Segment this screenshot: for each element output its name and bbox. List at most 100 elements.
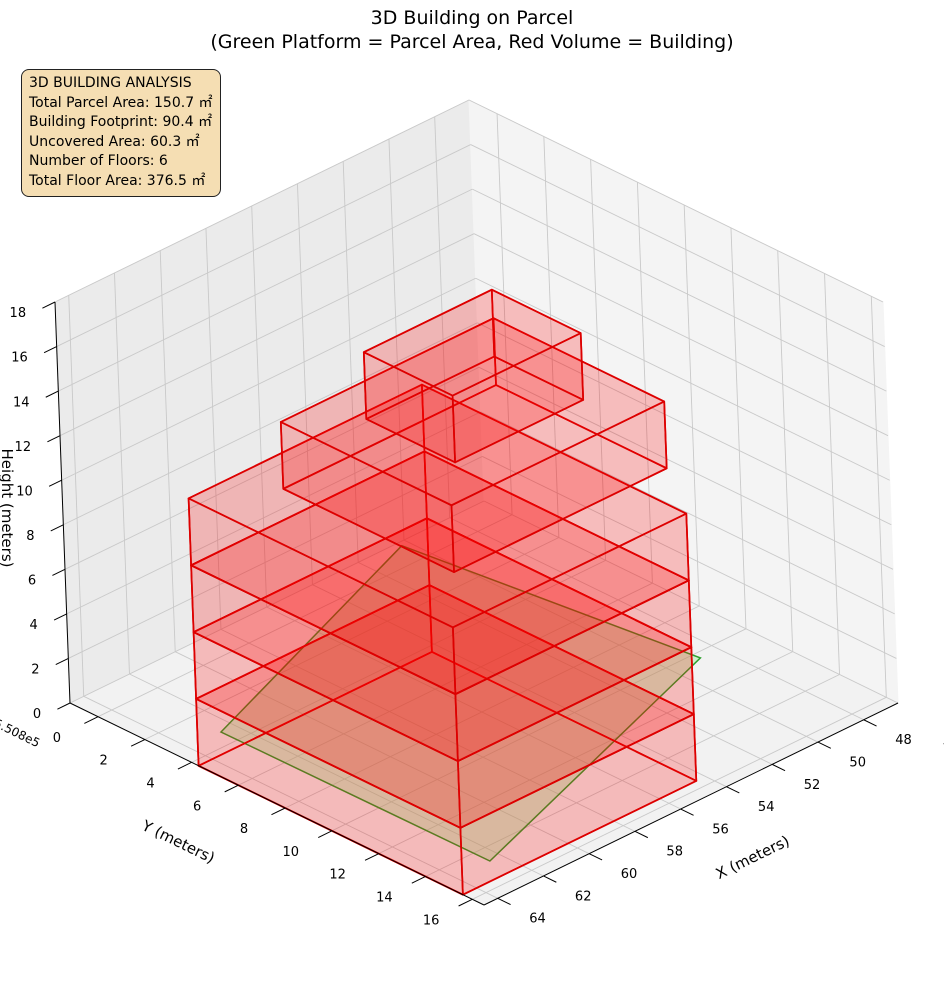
grid-line-x-floor [83, 695, 498, 899]
y-tick-mark [364, 853, 379, 861]
x-tick-mark [771, 763, 786, 772]
y-tick-label: 16 [423, 913, 440, 928]
y-tick-mark [458, 898, 473, 907]
grid-line-x-floor [220, 628, 636, 832]
chart-title-line-1: 3D Building on Parcel [370, 7, 574, 29]
parcel-polygon [219, 544, 702, 862]
y-tick-label: 10 [283, 845, 300, 860]
y-tick-label: 2 [100, 754, 108, 769]
grid-line-z-left [68, 456, 483, 659]
grid-line-x-wall [434, 116, 451, 518]
grid-line-z-left [56, 144, 471, 347]
grid-line-z-right [480, 411, 895, 615]
y-tick-mark [84, 716, 99, 724]
infobox-line-1: 3D BUILDING ANALYSIS [29, 75, 192, 91]
grid-line-y-floor [284, 605, 700, 809]
y-tick-mark [224, 784, 239, 793]
z-axis-line [54, 301, 71, 704]
building-floor-4 [187, 383, 690, 696]
z-tick-label: 10 [16, 484, 33, 499]
grid-line-y-wall [777, 250, 794, 652]
building-floor-2 [192, 517, 695, 829]
grid-line-x-floor [266, 606, 681, 810]
floor-face [362, 288, 582, 397]
x-tick-mark [588, 853, 603, 861]
grid-line-y-floor [425, 674, 840, 877]
grid-line-y-floor [191, 559, 606, 763]
y-axis-title: Y (meters) [138, 816, 217, 867]
grid-line-y-floor [472, 696, 887, 900]
building-floor-5 [279, 317, 668, 573]
grid-line-x-floor [175, 651, 590, 855]
grid-line-y-wall [590, 159, 607, 561]
z-tick-mark [52, 568, 66, 576]
grid-line-x-wall [251, 206, 268, 608]
chart-title: 3D Building on Parcel (Green Platform = … [0, 6, 944, 54]
x-tick-mark [497, 897, 511, 906]
x-offset-label: +1.914e5 [939, 712, 944, 751]
z-tick-mark [55, 657, 69, 666]
z-tick-mark [50, 524, 64, 532]
z-tick-mark [57, 702, 71, 710]
grid-line-y-wall [636, 182, 653, 584]
grid-line-y-floor [378, 651, 793, 855]
x-tick-label: 62 [575, 889, 592, 904]
grid-line-x-wall [159, 250, 176, 652]
y-tick-mark [177, 761, 192, 770]
building-floor-3 [190, 450, 693, 762]
grid-line-z-left [69, 500, 485, 704]
x-tick-label: 60 [621, 867, 638, 882]
grid-line-y-wall [824, 273, 840, 675]
z-tick-label: 18 [10, 306, 27, 321]
grid-line-z-left [64, 366, 480, 570]
grid-line-x-wall [205, 228, 222, 630]
z-tick-label: 8 [26, 529, 34, 544]
y-axis-line [69, 702, 485, 906]
x-tick-mark [863, 719, 877, 727]
grid-line-x-floor [129, 673, 544, 877]
grid-line-y-floor [238, 582, 653, 786]
building-layer [187, 288, 698, 896]
grid-line-z-right [477, 322, 892, 526]
z-tick-label: 2 [31, 663, 39, 678]
parcel-layer [219, 544, 702, 862]
grid-line-y-wall [496, 113, 513, 515]
grid-line-y-floor [331, 628, 747, 832]
grid-line-z-left [61, 277, 476, 481]
grid-line-z-right [482, 456, 897, 659]
grid-line-x-wall [68, 295, 85, 697]
y-tick-label: 14 [376, 891, 393, 906]
grid-line-z-right [468, 99, 884, 303]
grid-line-z-left [59, 233, 475, 437]
analysis-infobox: 3D BUILDING ANALYSIS Total Parcel Area: … [21, 69, 221, 197]
z-tick-mark [48, 479, 62, 487]
z-tick-label: 14 [13, 395, 30, 410]
floor-face [279, 317, 666, 507]
grid-line-z-right [483, 500, 899, 704]
floor-face [187, 383, 688, 629]
y-tick-label: 4 [146, 776, 154, 791]
grid-line-z-left [54, 99, 470, 303]
y-tick-mark [130, 739, 146, 747]
y-tick-mark [318, 830, 333, 838]
grid-line-y-wall [543, 136, 560, 538]
infobox-line-6: Total Floor Area: 376.5 ㎡ [29, 172, 206, 189]
z-axis-title: Height (meters) [0, 449, 16, 568]
grid-line-x-floor [358, 561, 773, 765]
chart-title-line-2: (Green Platform = Parcel Area, Red Volum… [210, 31, 734, 53]
grid-line-z-right [475, 277, 890, 481]
grid-line-z-left [63, 322, 478, 526]
infobox-line-2: Total Parcel Area: 150.7 ㎡ [29, 94, 213, 111]
x-tick-label: 58 [666, 845, 683, 860]
y-tick-label: 0 [53, 731, 61, 746]
axes-lines [42, 301, 899, 907]
infobox-line-3: Building Footprint: 90.4 ㎡ [29, 114, 213, 130]
x-tick-mark [726, 786, 740, 794]
grid-line-x-wall [297, 183, 313, 585]
grid-line-y-floor [97, 514, 513, 718]
grid-line-z-left [66, 411, 481, 615]
building-floor-6 [362, 288, 585, 464]
y-tick-label: 8 [240, 822, 248, 837]
z-tick-label: 0 [33, 707, 41, 722]
y-tick-label: 12 [329, 868, 346, 883]
